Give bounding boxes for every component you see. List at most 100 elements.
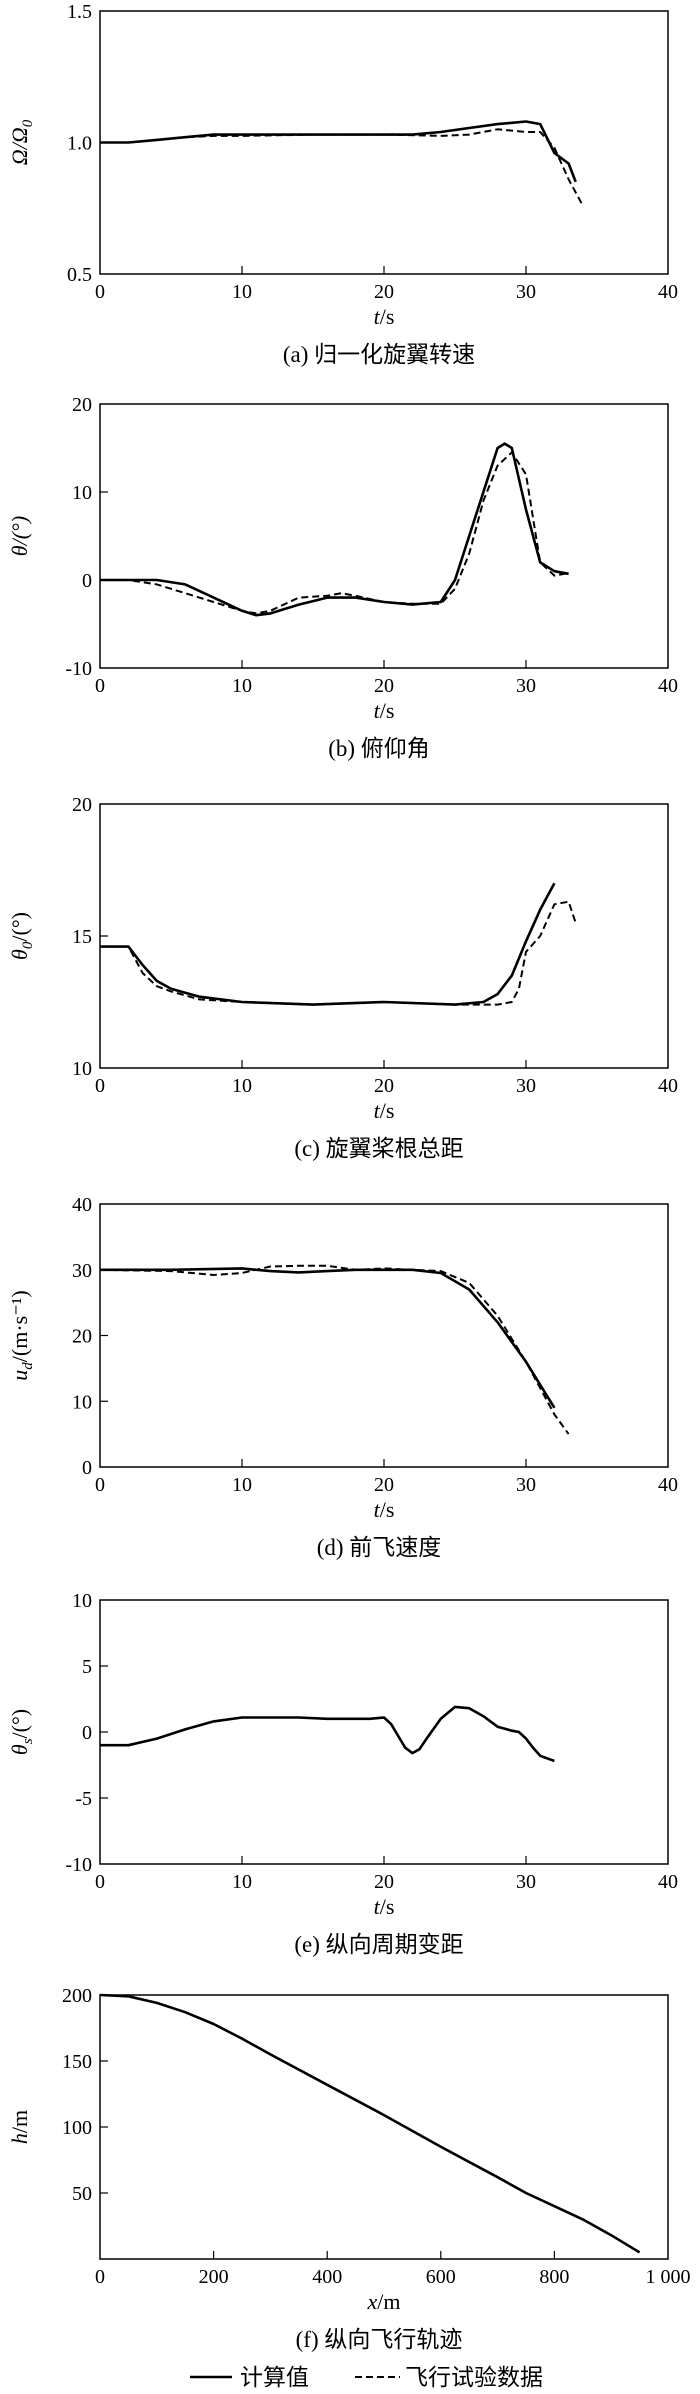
y-axis-label: Ω/Ω0 (7, 119, 36, 165)
panel-caption: (c) 旋翼桨根总距 (294, 1136, 463, 1161)
x-tick-label: 20 (374, 675, 394, 697)
legend-computed-label: 计算值 (240, 2365, 309, 2390)
series-computed-line (100, 442, 569, 617)
x-tick-label: 30 (516, 1474, 536, 1496)
y-axis-variable: θ (7, 949, 32, 960)
series-computed-line (100, 1267, 556, 1409)
panel-caption: (a) 归一化旋翼转速 (283, 342, 475, 367)
x-tick-label: 20 (374, 281, 394, 303)
x-tick-label: 10 (232, 1474, 252, 1496)
series-computed-line (100, 1705, 555, 1763)
y-tick-label: 1.5 (67, 1, 92, 23)
x-axis-label: x/m (367, 2289, 401, 2314)
y-tick-label: -5 (75, 1788, 92, 1810)
plot-frame (99, 1599, 669, 1865)
x-tick-label: 10 (232, 1075, 252, 1097)
x-axis-unit: /s (380, 698, 395, 723)
x-axis-label: t/s (374, 698, 395, 723)
x-axis-unit: /s (380, 1497, 395, 1522)
legend-flight-test-label: 飞行试验数据 (405, 2365, 543, 2390)
y-axis-subscript: d (20, 1362, 36, 1370)
x-axis-unit: /s (380, 1894, 395, 1919)
x-tick-label: 10 (232, 675, 252, 697)
x-axis-variable: t (374, 304, 381, 329)
x-tick-label: 200 (199, 2266, 229, 2288)
x-axis-variable: t (374, 1894, 381, 1919)
x-axis-label: t/s (374, 304, 395, 329)
panel-1: 0 10 20 30 400.51.01.5t/sΩ/Ω0(a) 归一化旋翼转速 (7, 1, 678, 367)
series-flight-test-line (100, 128, 584, 207)
y-tick-label: 0.5 (67, 264, 92, 286)
y-axis-unit: /(m·s⁻¹) (7, 1290, 32, 1362)
x-axis-label: t/s (374, 1098, 395, 1123)
x-axis-label: t/s (374, 1497, 395, 1522)
x-tick-label: 30 (516, 1871, 536, 1893)
y-axis-subscript: 0 (20, 941, 36, 949)
y-axis-label: h/m (7, 2110, 32, 2144)
x-tick-label: 30 (516, 675, 536, 697)
x-tick-label: 40 (658, 1075, 678, 1097)
y-tick-label: 150 (62, 2051, 92, 2073)
y-axis-variable: θ (7, 1744, 32, 1755)
y-tick-label: 10 (72, 1058, 92, 1080)
y-tick-label: 0 (82, 570, 92, 592)
panel-caption: (e) 纵向周期变距 (294, 1932, 463, 1957)
x-tick-label: 0 (95, 1474, 105, 1496)
x-tick-label: 0 (95, 1075, 105, 1097)
series-computed-line (100, 120, 577, 183)
plot-frame (99, 1203, 669, 1468)
x-tick-label: 40 (658, 1474, 678, 1496)
y-axis-label: ud/(m·s⁻¹) (7, 1290, 36, 1380)
x-axis-unit: /s (380, 1098, 395, 1123)
x-tick-label: 0 (95, 281, 105, 303)
panel-4: 0 10 20 30 40 0 10 20 30 40 t/s ud/(m·s⁻¹) (d) 前飞速度 (7, 1194, 678, 1560)
x-tick-label: 400 (312, 2266, 342, 2288)
y-axis-label: θs/(°) (7, 1709, 36, 1755)
x-tick-label: 600 (426, 2266, 456, 2288)
series-flight-test-line (99, 1264, 570, 1435)
legend: 计算值 飞行试验数据 (190, 2365, 543, 2390)
x-axis-label: t/s (374, 1894, 395, 1919)
y-tick-label: 0 (82, 1722, 92, 1744)
y-axis-subscript: 0 (20, 119, 36, 127)
x-tick-label: 40 (658, 281, 678, 303)
x-tick-label: 40 (658, 675, 678, 697)
plot-frame (99, 10, 669, 275)
x-tick-label: 20 (374, 1474, 394, 1496)
y-tick-label: -10 (65, 658, 92, 680)
y-axis-variable: Ω/Ω (7, 127, 32, 165)
y-axis-unit: /(°) (7, 1709, 32, 1739)
y-tick-label: 10 (72, 1391, 92, 1413)
y-axis-subscript: s (20, 1738, 36, 1744)
y-tick-label: 20 (72, 394, 92, 416)
y-tick-label: -10 (65, 1854, 92, 1876)
x-tick-label: 20 (374, 1871, 394, 1893)
y-tick-label: 5 (82, 1656, 92, 1678)
y-tick-label: 20 (72, 794, 92, 816)
x-tick-label: 30 (516, 281, 536, 303)
y-tick-label: 50 (72, 2183, 92, 2205)
plot-frame (99, 803, 669, 1069)
x-tick-label: 0 (95, 2266, 105, 2288)
y-axis-unit: /m (7, 2110, 32, 2133)
plot-frame (99, 403, 669, 669)
x-tick-label: 10 (232, 1871, 252, 1893)
panel-caption: (f) 纵向飞行轨迹 (296, 2327, 463, 2352)
y-tick-label: 10 (72, 482, 92, 504)
panel-caption: (b) 俯仰角 (328, 736, 430, 761)
x-tick-label: 0 (95, 1871, 105, 1893)
y-tick-label: 100 (62, 2117, 92, 2139)
panel-caption: (d) 前飞速度 (317, 1535, 442, 1560)
y-tick-label: 20 (72, 1326, 92, 1348)
y-axis-variable: u (7, 1370, 32, 1381)
x-tick-label: 0 (95, 675, 105, 697)
x-tick-label: 20 (374, 1075, 394, 1097)
y-axis-unit: /(°) (7, 912, 32, 942)
y-tick-label: 1.0 (67, 133, 92, 155)
y-tick-label: 40 (72, 1194, 92, 1216)
series-computed-line (100, 882, 556, 1006)
